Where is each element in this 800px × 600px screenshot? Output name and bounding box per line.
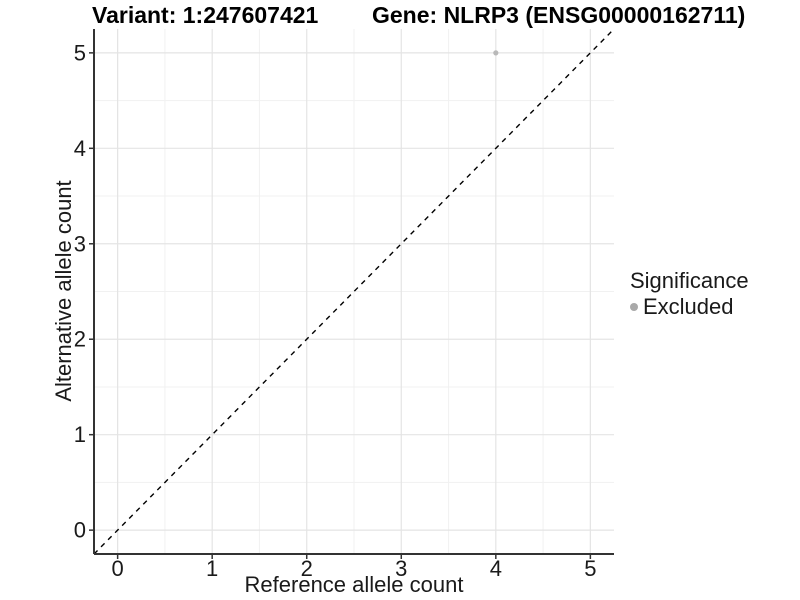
y-tick-label: 5 (74, 40, 86, 65)
legend-item-label: Excluded (643, 294, 734, 319)
legend-item: Excluded (630, 295, 749, 318)
variant-title: Variant: 1:247607421 (92, 2, 319, 28)
x-tick-label: 1 (206, 556, 218, 581)
x-tick-label: 4 (490, 556, 502, 581)
legend-items: Excluded (630, 295, 749, 318)
legend-point-icon (630, 302, 638, 311)
data-point (493, 50, 499, 56)
legend: Significance Excluded (630, 269, 749, 318)
legend-title: Significance (630, 268, 749, 293)
y-tick-label: 3 (74, 231, 86, 256)
y-tick-label: 1 (74, 422, 86, 447)
x-tick-label: 0 (112, 556, 124, 581)
identity-line (94, 29, 614, 554)
x-tick-label: 5 (584, 556, 596, 581)
x-tick-label: 3 (395, 556, 407, 581)
y-tick-label: 0 (74, 518, 86, 543)
gene-title: Gene: NLRP3 (ENSG00000162711) (372, 2, 746, 28)
y-axis-label: Alternative allele count (51, 180, 76, 402)
x-axis-label: Reference allele count (244, 572, 464, 597)
y-tick-label: 2 (74, 327, 86, 352)
y-tick-label: 4 (74, 136, 86, 161)
x-tick-label: 2 (301, 556, 313, 581)
